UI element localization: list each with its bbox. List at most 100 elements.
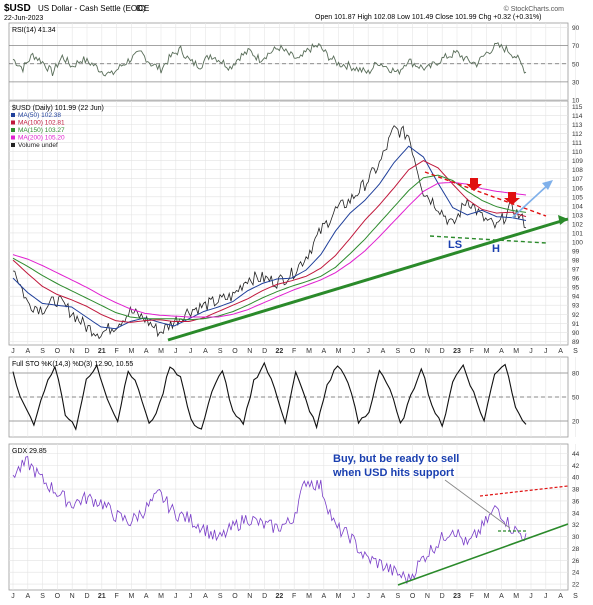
price-y-tick-label: 115 (572, 104, 583, 111)
ma100-line (12, 160, 527, 323)
gdx-x-tick-label: A (381, 593, 386, 600)
price-y-tick-label: 104 (572, 203, 583, 210)
gdx-x-tick-label: A (25, 593, 30, 600)
price-x-tick-label: D (84, 348, 89, 355)
price-x-tick-label: J (544, 348, 548, 355)
price-y-tick-label: 110 (572, 149, 583, 156)
gdx-y-tick-label: 38 (572, 487, 580, 494)
price-y-tick-label: 107 (572, 176, 583, 183)
price-y-tick-label: 109 (572, 158, 583, 165)
gdx-y-tick-label: 32 (572, 522, 580, 529)
price-y-tick-label: 99 (572, 249, 580, 256)
h-label: H (492, 243, 500, 255)
price-x-tick-label: M (484, 348, 490, 355)
rsi-y-tick-label: 90 (572, 25, 580, 32)
gdx-y-tick-label: 28 (572, 546, 580, 553)
rsi-title: RSI(14) 41.34 (12, 27, 56, 34)
sto-title: Full STO %K(14,3) %D(3) 12.90, 10.55 (12, 361, 133, 368)
gdx-y-tick-label: 24 (572, 570, 580, 577)
sto-y-tick-label: 50 (572, 395, 580, 402)
neckline (429, 235, 547, 244)
price-x-tick-label: A (321, 348, 326, 355)
gdx-x-tick-label: A (558, 593, 563, 600)
price-x-tick-label: M (158, 348, 164, 355)
gdx-y-tick-label: 40 (572, 475, 580, 482)
gdx-x-tick-label: 23 (453, 593, 461, 600)
gdx-y-tick-label: 36 (572, 498, 580, 505)
target-arrow-line (511, 182, 551, 219)
gdx-x-tick-label: J (352, 593, 356, 600)
gdx-x-tick-label: M (513, 593, 519, 600)
gdx-x-tick-label: M (336, 593, 342, 600)
price-x-tick-label: J (11, 348, 15, 355)
gdx-x-tick-label: N (70, 593, 75, 600)
price-x-tick-label: S (573, 348, 578, 355)
gdx-x-tick-label: A (144, 593, 149, 600)
price-x-tick-label: N (425, 348, 430, 355)
price-x-tick-label: 23 (453, 348, 461, 355)
price-y-tick-label: 103 (572, 212, 583, 219)
price-x-tick-label: N (247, 348, 252, 355)
gdx-x-tick-label: 22 (276, 593, 284, 600)
price-x-tick-label: F (470, 348, 474, 355)
gdx-x-tick-label: A (499, 593, 504, 600)
price-x-tick-label: A (203, 348, 208, 355)
rsi-y-tick-label: 10 (572, 98, 580, 105)
gdx-y-tick-label: 30 (572, 534, 580, 541)
rsi-panel-frame (8, 22, 569, 101)
gdx-x-tick-label: M (306, 593, 312, 600)
header-name: US Dollar - Cash Settle (EOD) (38, 4, 146, 13)
gdx-x-tick-label: S (395, 593, 400, 600)
gdx-x-tick-label: S (573, 593, 578, 600)
price-x-tick-label: M (336, 348, 342, 355)
gdx-annotation-line2: when USD hits support (332, 467, 454, 479)
ma150-line (12, 174, 527, 321)
price-x-tick-label: A (144, 348, 149, 355)
price-x-tick-label: M (128, 348, 134, 355)
gdx-x-tick-label: A (203, 593, 208, 600)
price-y-tick-label: 93 (572, 303, 580, 310)
ma50-line (12, 145, 527, 330)
price-y-tick-label: 112 (572, 131, 583, 138)
trendline-arrowhead (558, 215, 568, 225)
price-y-tick-label: 91 (572, 321, 580, 328)
legend-label: Volume undef (18, 142, 58, 149)
header-symbol: $USD (4, 3, 31, 14)
gdx-x-tick-label: F (292, 593, 296, 600)
price-y-tick-label: 105 (572, 194, 583, 201)
price-x-tick-label: A (499, 348, 504, 355)
price-x-tick-label: F (292, 348, 296, 355)
gdx-panel-frame (8, 443, 569, 591)
annotation-layer (167, 171, 569, 586)
rsi-y-tick-label: 50 (572, 61, 580, 68)
price-x-tick-label: O (232, 348, 238, 355)
gdx-x-tick-label: O (232, 593, 238, 600)
stockcharts-logo: © StockCharts.com (504, 5, 565, 13)
sto-y-tick-label: 80 (572, 371, 580, 378)
gdx-y-tick-label: 44 (572, 451, 580, 458)
rsi-line (12, 42, 527, 77)
price-y-tick-label: 89 (572, 339, 580, 346)
legend-swatch (11, 135, 15, 140)
gdx-x-tick-label: M (128, 593, 134, 600)
red-down-arrow (466, 178, 482, 191)
gdx-support-line (397, 523, 569, 586)
price-x-tick-label: N (70, 348, 75, 355)
gdx-x-tick-label: D (262, 593, 267, 600)
gdx-y-tick-label: 42 (572, 463, 580, 470)
gdx-x-tick-label: M (158, 593, 164, 600)
callout-pointer-line (444, 479, 511, 529)
price-y-tick-label: 114 (572, 113, 583, 120)
series-layer (12, 42, 527, 584)
header-ohlc: Open 101.87 High 102.08 Low 101.49 Close… (315, 14, 542, 21)
price-x-tick-label: M (513, 348, 519, 355)
legend-label: MA(150) 103.27 (18, 127, 65, 134)
gdx-x-tick-label: J (366, 593, 370, 600)
price-y-tick-label: 98 (572, 258, 580, 265)
price-x-tick-label: O (55, 348, 61, 355)
gdx-x-tick-label: F (114, 593, 118, 600)
gdx-x-tick-label: N (425, 593, 430, 600)
price-y-tick-label: 95 (572, 285, 580, 292)
